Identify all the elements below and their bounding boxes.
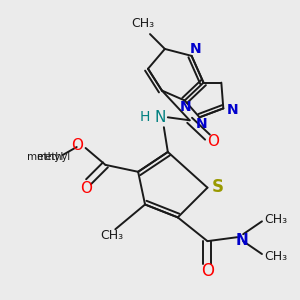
Text: S: S — [212, 178, 224, 196]
Text: N: N — [226, 103, 238, 117]
Text: CH₃: CH₃ — [264, 213, 287, 226]
Text: H: H — [140, 110, 150, 124]
Text: N: N — [190, 42, 201, 56]
Text: CH₃: CH₃ — [264, 250, 287, 262]
Text: CH₃: CH₃ — [100, 229, 123, 242]
Text: N: N — [154, 110, 166, 125]
Text: methyl: methyl — [27, 152, 63, 162]
Text: O: O — [81, 181, 93, 196]
Text: O: O — [71, 137, 83, 152]
Text: methyl: methyl — [36, 152, 70, 162]
Text: N: N — [180, 100, 191, 114]
Text: O: O — [201, 262, 214, 280]
Text: CH₃: CH₃ — [131, 17, 154, 30]
Text: N: N — [196, 117, 207, 131]
Text: N: N — [236, 233, 248, 248]
Text: O: O — [207, 134, 219, 148]
